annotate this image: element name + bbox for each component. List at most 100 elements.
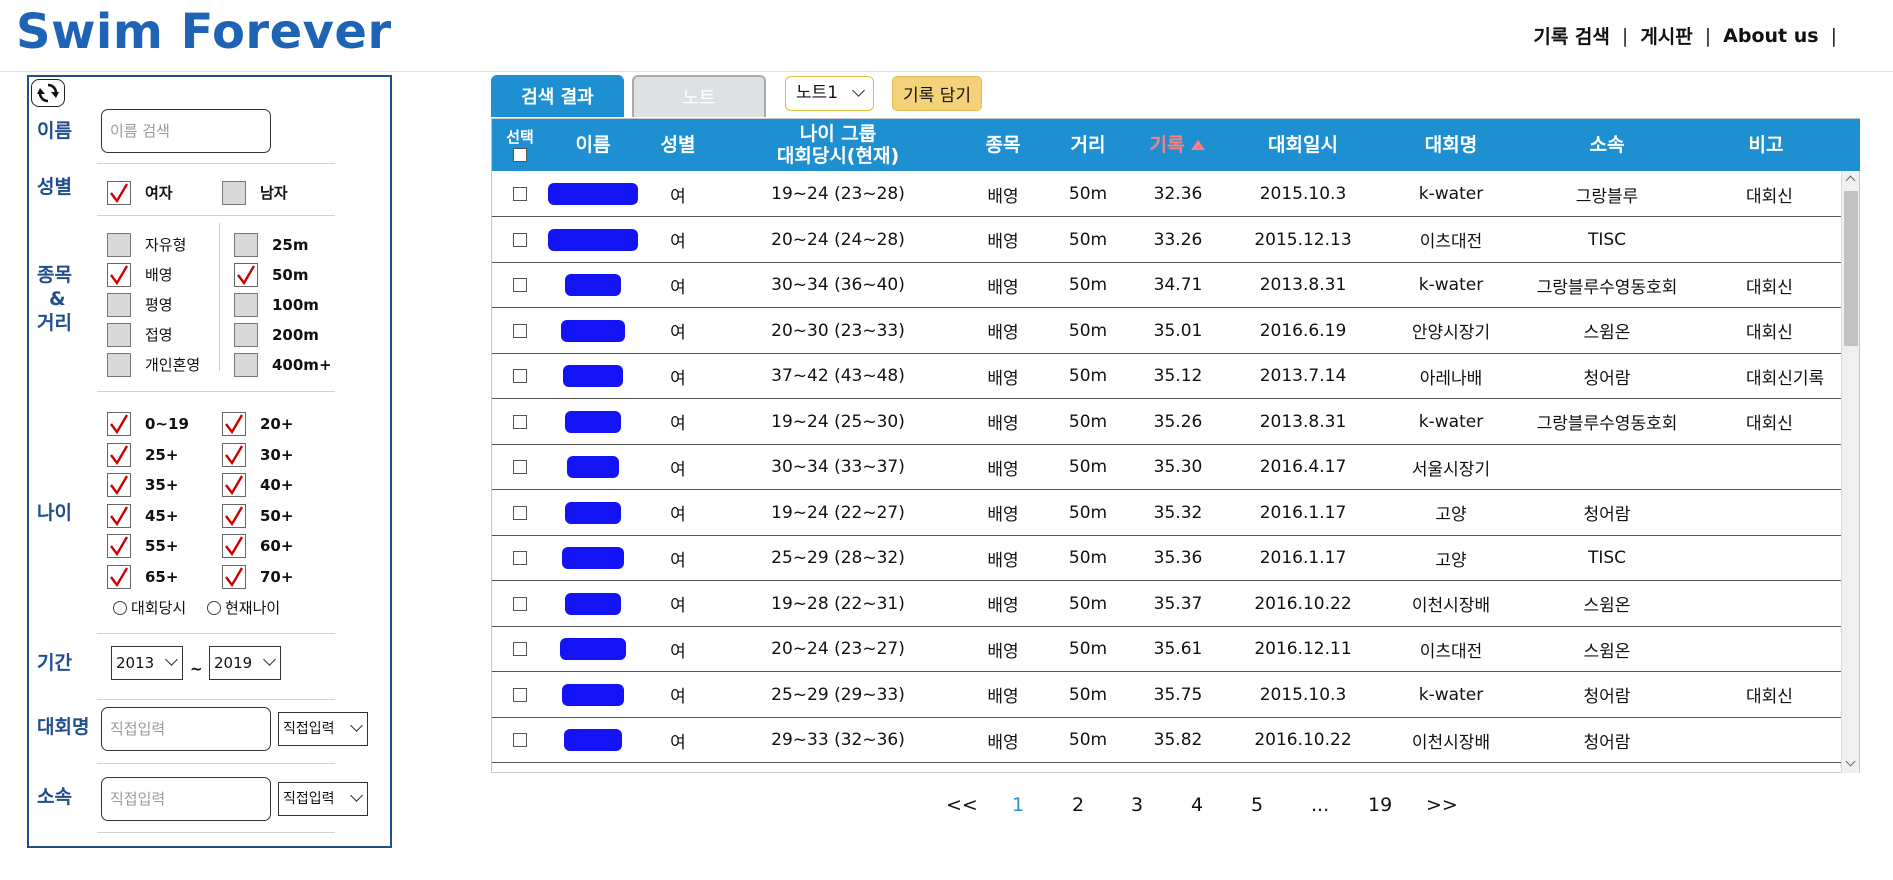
row-checkbox[interactable] [513,551,527,565]
age-checkbox[interactable] [222,412,246,436]
age-checkbox[interactable] [222,503,246,528]
nav-about[interactable]: About us [1723,24,1819,47]
table-row[interactable]: 여 20~24 (23~27) 배영 50m 35.61 2016.12.11 이츠대전 스윔… [492,626,1842,672]
distance-label: 거리 [37,312,72,334]
table-row[interactable]: 여 29~33 (32~36) 배영 50m 35.82 2016.10.22 이천시장배 청… [492,717,1842,763]
check-icon [110,536,129,557]
page-last-button[interactable]: >> [1426,794,1458,816]
table-row[interactable]: 여 19~24 (23~28) 배영 50m 32.36 2015.10.3 k-water… [492,171,1842,217]
distance-200m-checkbox[interactable] [234,323,258,347]
stroke-backstroke-checkbox[interactable] [107,263,131,287]
scroll-up-icon[interactable] [1845,175,1856,186]
nav-record-search[interactable]: 기록 검색 [1533,26,1610,48]
page-button[interactable]: 3 [1131,794,1144,816]
age-checkbox[interactable] [107,503,131,528]
age-at-meet-radio[interactable] [113,601,127,615]
nav-board[interactable]: 게시판 [1640,26,1693,48]
row-checkbox[interactable] [513,642,527,656]
row-checkbox[interactable] [513,369,527,383]
page-button[interactable]: 5 [1251,794,1264,816]
current-age-radio[interactable] [207,601,221,615]
club-select[interactable]: 직접입력 [278,782,368,816]
distance-25m-checkbox[interactable] [234,233,258,257]
row-checkbox[interactable] [513,687,527,702]
row-checkbox[interactable] [513,323,527,338]
table-row[interactable]: 여 25~29 (29~33) 배영 50m 35.75 2015.10.3 k-water… [492,672,1842,718]
distance-400m-checkbox[interactable] [234,353,258,377]
add-record-button[interactable]: 기록 담기 [892,76,982,111]
age-checkbox[interactable] [107,473,131,497]
note-select[interactable]: 노트1 [785,76,874,111]
nav-separator: | [1830,24,1837,47]
row-checkbox[interactable] [513,596,527,611]
tab-note[interactable]: 노트 [632,75,766,117]
age-checkbox[interactable] [222,473,246,497]
period-to-select[interactable]: 2019 [209,646,281,680]
scroll-thumb[interactable] [1844,191,1858,346]
stroke-medley-label: 개인혼영 [145,356,201,374]
gender-cell: 여 [670,186,686,207]
age-checkbox[interactable] [107,534,131,558]
age-checkbox[interactable] [222,442,246,467]
table-row[interactable]: 여 20~30 (23~33) 배영 50m 35.01 2016.6.19 안양시장기 스윔… [492,308,1842,354]
gender-male-checkbox[interactable] [222,181,246,205]
stroke-freestyle-checkbox[interactable] [107,233,131,257]
club-input[interactable] [101,777,271,821]
scroll-down-icon[interactable] [1845,756,1856,767]
period-from-select[interactable]: 2013 [111,646,183,680]
header-meet[interactable]: 대회명 [1424,134,1478,156]
table-row[interactable]: 여 19~24 (25~30) 배영 50m 35.26 2013.8.31 k-water… [492,399,1842,445]
header-event[interactable]: 종목 [985,134,1021,156]
row-checkbox[interactable] [513,460,527,474]
table-scrollbar[interactable] [1841,171,1859,773]
age-checkbox[interactable] [107,412,131,436]
name-search-input[interactable] [101,109,271,153]
table-row[interactable]: 여 20~24 (24~28) 배영 50m 33.26 2015.12.13 이츠대전 TI… [492,217,1842,263]
select-all-checkbox[interactable] [513,148,527,162]
table-row[interactable]: 여 19~24 (22~27) 배영 50m 35.32 2016.1.17 고양 청어람 [492,490,1842,536]
page-button[interactable]: 2 [1072,794,1085,816]
age-checkbox[interactable] [107,442,131,467]
distance-100m-checkbox[interactable] [234,293,258,317]
refresh-button[interactable] [31,79,65,107]
header-club[interactable]: 소속 [1589,134,1625,156]
header-name[interactable]: 이름 [575,134,611,156]
row-checkbox[interactable] [513,505,527,520]
page-button[interactable]: 1 [1012,794,1025,816]
row-checkbox[interactable] [513,187,527,201]
page-button[interactable]: 4 [1191,794,1204,816]
meet-input[interactable] [101,707,271,751]
stroke-breaststroke-checkbox[interactable] [107,293,131,317]
header-distance[interactable]: 거리 [1070,134,1106,156]
header-gender[interactable]: 성별 [660,134,696,156]
table-row[interactable]: 여 19~28 (22~31) 배영 50m 35.37 2016.10.22 이천시장배 스… [492,581,1842,627]
gender-cell: 여 [670,459,686,480]
distance-50m-checkbox[interactable] [234,263,258,287]
table-row[interactable]: 여 37~42 (43~48) 배영 50m 35.12 2013.7.14 아레나배 청어람… [492,353,1842,399]
row-checkbox[interactable] [513,278,527,292]
gender-female-checkbox[interactable] [107,181,131,205]
row-checkbox[interactable] [513,414,527,429]
meet-select[interactable]: 직접입력 [278,712,368,746]
age-checkbox[interactable] [107,564,131,589]
row-checkbox[interactable] [513,733,527,747]
age-checkbox[interactable] [222,564,246,589]
table-row[interactable]: 여 30~34 (33~37) 배영 50m 35.30 2016.4.17 서울시장기 [492,444,1842,490]
logo[interactable]: Swim Forever [16,4,392,60]
table-row[interactable]: 여 25~29 (28~32) 배영 50m 35.36 2016.1.17 고양 TISC [492,535,1842,581]
header-note[interactable]: 비고 [1748,134,1784,156]
chevron-down-icon [263,653,276,666]
row-checkbox[interactable] [513,232,527,247]
stroke-butterfly-checkbox[interactable] [107,323,131,347]
header-record[interactable]: 기록 [1128,119,1228,171]
redacted-name [560,638,626,660]
tab-search-results[interactable]: 검색 결과 [491,75,624,117]
page-first-button[interactable]: << [946,794,978,816]
page-button[interactable]: 19 [1368,794,1393,816]
header-age-group[interactable]: 나이 그룹 대회당시(현재) [718,119,958,171]
divider [97,215,335,216]
age-checkbox[interactable] [222,534,246,558]
table-row[interactable]: 여 30~34 (36~40) 배영 50m 34.71 2013.8.31 k-water… [492,262,1842,308]
stroke-medley-checkbox[interactable] [107,353,131,377]
header-date[interactable]: 대회일시 [1268,134,1338,156]
